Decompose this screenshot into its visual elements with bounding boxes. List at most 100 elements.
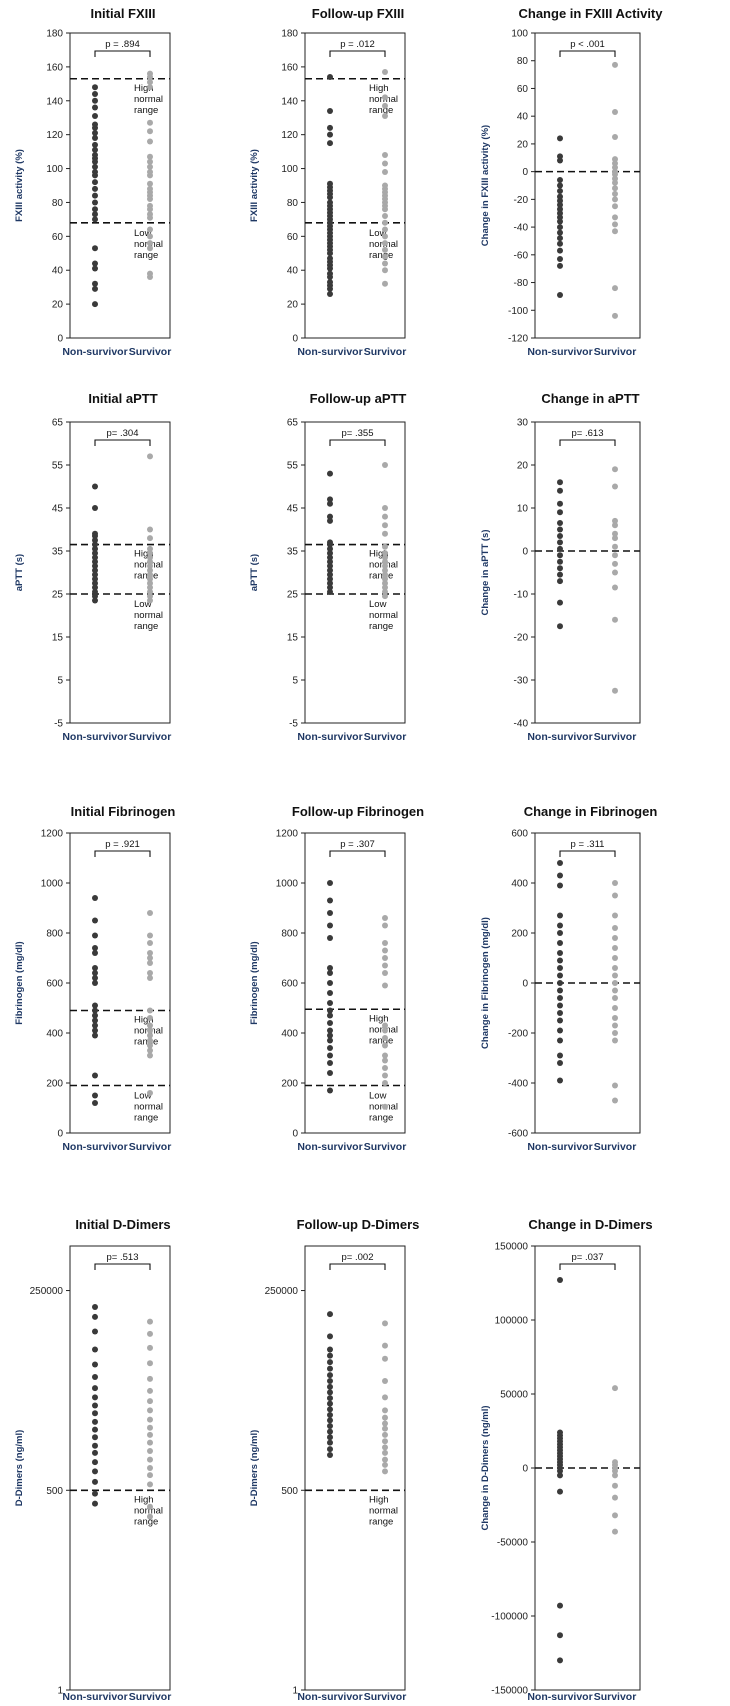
x-category-label: Non-survivor [527, 1141, 592, 1153]
series-survivor [382, 462, 388, 600]
data-point [147, 580, 153, 587]
data-point [382, 213, 388, 219]
y-tick-label: 200 [511, 929, 528, 940]
data-point [557, 235, 563, 242]
data-point [557, 1277, 563, 1284]
data-point [92, 216, 98, 223]
data-point [557, 1002, 563, 1009]
data-point [612, 552, 618, 559]
plot-frame [304, 421, 406, 724]
data-point [327, 1060, 333, 1066]
data-point [147, 233, 153, 240]
reference-note: normal [134, 1505, 163, 1516]
data-point [327, 588, 333, 595]
data-point [147, 1360, 153, 1367]
data-point [557, 197, 563, 204]
data-point [327, 1434, 333, 1441]
data-point [382, 588, 388, 595]
data-point [327, 922, 333, 929]
data-point [382, 1444, 388, 1451]
data-point [147, 1344, 153, 1351]
data-point [147, 932, 153, 939]
data-point [92, 260, 98, 267]
data-point [147, 1015, 153, 1021]
data-point [557, 987, 563, 994]
chart-title: Change in D-Dimers [528, 1217, 652, 1232]
data-point [382, 513, 388, 520]
data-point [557, 1017, 563, 1024]
data-point [92, 975, 98, 981]
data-point [92, 1100, 98, 1106]
data-point [612, 1494, 618, 1501]
data-point [147, 180, 153, 187]
data-point [612, 995, 618, 1001]
y-axis-label: aPTT (s) [14, 554, 25, 591]
series-survivor [382, 68, 388, 287]
y-tick-label: 10 [517, 504, 529, 515]
data-point [92, 580, 98, 587]
y-tick-label: 40 [52, 266, 64, 277]
data-point [382, 947, 388, 954]
p-value-label: p = .921 [105, 839, 140, 850]
data-point [147, 1037, 153, 1044]
data-point [382, 1022, 388, 1029]
data-point [557, 1632, 563, 1639]
reference-note: High [369, 1013, 389, 1024]
plot-frame [69, 832, 171, 1134]
y-tick-label: -20 [514, 633, 529, 644]
data-point [382, 962, 388, 969]
data-point [557, 950, 563, 956]
x-category-label: Non-survivor [62, 731, 127, 743]
data-point [327, 1365, 333, 1372]
data-point [612, 164, 618, 171]
x-category-label: Non-survivor [62, 1141, 127, 1153]
y-tick-label: -50000 [497, 1538, 529, 1549]
y-tick-label: -60 [514, 250, 529, 261]
data-point [557, 940, 563, 946]
reference-note: range [134, 571, 158, 582]
data-point [612, 945, 618, 951]
y-tick-label: 250000 [265, 1286, 299, 1297]
data-point [147, 955, 153, 961]
data-point [327, 563, 333, 570]
data-point [557, 539, 563, 546]
data-point [382, 505, 388, 511]
y-tick-label: 30 [517, 418, 529, 429]
y-tick-label: 5 [292, 676, 298, 687]
y-tick-label: 50000 [500, 1390, 528, 1401]
data-point [557, 188, 563, 195]
data-point [612, 1512, 618, 1519]
p-value-label: p= .513 [107, 1252, 139, 1263]
data-point [92, 1012, 98, 1019]
data-point [557, 262, 563, 269]
data-point [382, 1414, 388, 1421]
data-point [147, 119, 153, 126]
data-point [92, 945, 98, 951]
x-category-label: Survivor [364, 731, 407, 743]
series-nonsurvivor [557, 479, 563, 630]
data-point [147, 1090, 153, 1096]
data-point [147, 1375, 153, 1382]
data-point [612, 517, 618, 524]
data-point [557, 153, 563, 160]
y-tick-label: 600 [511, 829, 528, 840]
x-category-label: Non-survivor [62, 346, 127, 358]
data-point [382, 1035, 388, 1041]
data-point [382, 575, 388, 582]
significance-bracket [559, 439, 616, 446]
y-tick-label: -5 [289, 719, 298, 730]
data-point [557, 957, 563, 964]
x-category-label: Survivor [129, 1141, 172, 1153]
data-point [557, 500, 563, 507]
data-point [612, 965, 618, 971]
y-tick-label: 180 [46, 29, 63, 40]
data-point [612, 1082, 618, 1089]
x-category-label: Survivor [129, 346, 172, 358]
data-point [327, 910, 333, 916]
data-point [92, 192, 98, 199]
data-point [382, 1342, 388, 1349]
data-point [382, 240, 388, 247]
data-point [92, 1385, 98, 1392]
data-point [557, 201, 563, 208]
data-point [612, 530, 618, 537]
